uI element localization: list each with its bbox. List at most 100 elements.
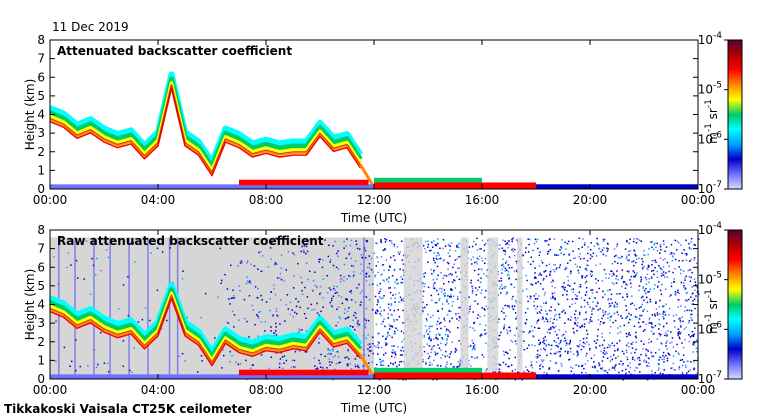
noise-speck (567, 318, 570, 320)
noise-speck (658, 348, 660, 351)
noise-speck (393, 332, 396, 335)
noise-speck (664, 354, 667, 357)
noise-speck (693, 361, 695, 363)
noise-speck (275, 329, 277, 332)
noise-speck (690, 316, 692, 319)
noise-speck (349, 244, 352, 247)
noise-speck (536, 305, 539, 308)
noise-speck (668, 270, 670, 273)
noise-speck (669, 342, 671, 344)
noise-speck (277, 315, 279, 318)
noise-speck (588, 343, 590, 346)
noise-speck (443, 317, 445, 319)
noise-speck (617, 256, 620, 259)
noise-speck (595, 346, 597, 348)
noise-speck (587, 303, 590, 306)
noise-speck (573, 257, 575, 260)
noise-speck (664, 314, 667, 316)
noise-speck (542, 317, 544, 320)
noise-speck (402, 254, 405, 257)
noise-speck (340, 277, 343, 280)
noise-speck (511, 341, 514, 343)
noise-speck (678, 259, 680, 262)
noise-speck (616, 270, 618, 272)
noise-speck (330, 289, 332, 291)
noise-speck (596, 237, 598, 240)
noise-speck (693, 333, 696, 335)
noise-speck (576, 350, 578, 352)
y-axis-label: Height (km) (23, 269, 37, 340)
noise-speck (499, 244, 501, 246)
noise-speck (588, 297, 591, 300)
noise-speck (374, 275, 376, 278)
noise-speck (437, 293, 440, 296)
noise-speck (536, 298, 539, 300)
noise-speck (437, 274, 439, 277)
noise-speck (634, 351, 636, 354)
noise-speck (677, 332, 680, 334)
noise-speck (482, 356, 485, 358)
noise-speck (422, 358, 424, 361)
noise-speck (572, 250, 574, 252)
noise-speck (680, 244, 682, 246)
noise-speck (186, 316, 189, 319)
noise-speck (583, 257, 585, 260)
noise-speck (648, 265, 650, 268)
noise-speck (426, 303, 428, 306)
noise-speck (376, 284, 379, 287)
noise-speck (676, 343, 678, 346)
noise-speck (458, 267, 461, 270)
noise-speck (516, 268, 518, 271)
chart-title: Attenuated backscatter coefficient (57, 44, 292, 58)
noise-speck (452, 366, 454, 368)
noise-speck (695, 262, 698, 265)
noise-speck (567, 350, 569, 353)
noise-speck (505, 243, 507, 246)
noise-speck (688, 247, 691, 249)
noise-speck (390, 355, 393, 358)
noise-speck (256, 313, 258, 316)
noise-speck (380, 323, 383, 325)
noise-speck (248, 336, 250, 338)
noise-speck (666, 348, 668, 350)
noise-speck (473, 329, 476, 332)
noise-speck (645, 361, 648, 364)
noise-speck (398, 292, 400, 294)
noise-speck (582, 341, 585, 344)
noise-speck (434, 244, 437, 247)
noise-speck (605, 277, 607, 279)
noise-speck (689, 280, 692, 282)
noise-speck (451, 281, 454, 283)
noise-speck (328, 244, 330, 247)
noise-speck (486, 269, 489, 271)
noise-speck (545, 317, 547, 319)
noise-speck (268, 309, 271, 312)
noise-speck (428, 327, 431, 330)
noise-speck (532, 335, 534, 337)
noise-speck (666, 357, 669, 360)
noise-speck (578, 255, 580, 258)
noise-speck (670, 285, 673, 288)
noise-speck (609, 326, 612, 328)
colorbar-tick-label: 10-6 (698, 320, 723, 336)
noise-speck (370, 257, 373, 260)
noise-speck (555, 362, 557, 365)
noise-speck (360, 301, 362, 303)
fog-descent (359, 354, 376, 378)
noise-speck (447, 262, 450, 265)
noise-speck (623, 352, 625, 355)
noise-speck (554, 254, 556, 256)
noise-speck (604, 273, 607, 275)
noise-speck (639, 359, 641, 362)
noise-speck (691, 330, 694, 333)
noise-speck (601, 280, 604, 282)
noise-speck (401, 282, 404, 284)
noise-speck (607, 317, 609, 319)
noise-speck (284, 320, 286, 322)
noise-speck (316, 302, 318, 305)
noise-speck (643, 250, 645, 252)
noise-speck (640, 340, 642, 342)
noise-speck (434, 301, 436, 304)
noise-speck (181, 277, 184, 280)
noise-speck (348, 275, 350, 277)
